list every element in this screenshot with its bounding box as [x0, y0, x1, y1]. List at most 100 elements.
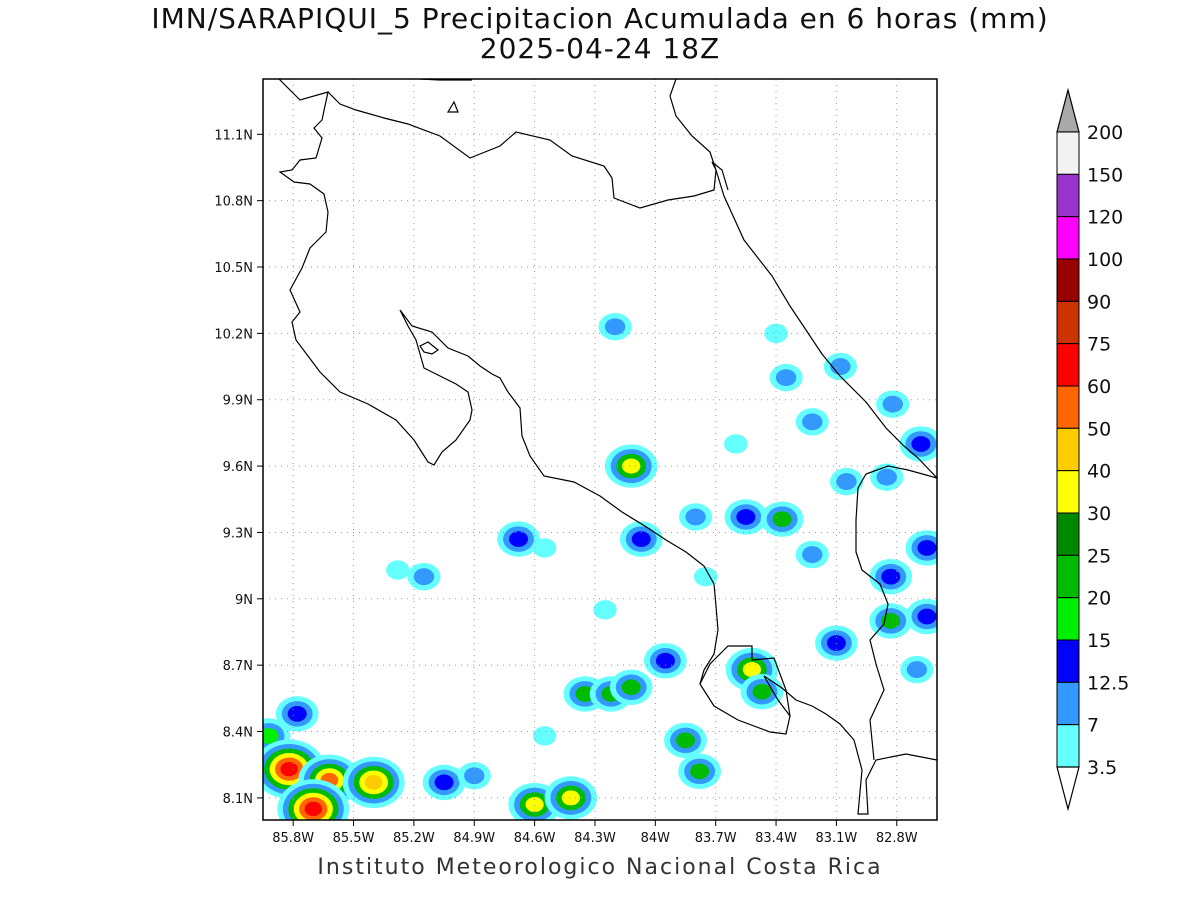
- lon-tick-label: 83.4W: [755, 831, 797, 846]
- legend-label: 60: [1087, 376, 1111, 398]
- precipitation-layer: [263, 313, 937, 820]
- lat-tick-label: 10.5N: [214, 261, 253, 276]
- legend-swatch: [1056, 512, 1080, 556]
- lat-tick-label: 8.1N: [223, 792, 253, 807]
- rain-cell-0-level-2: [263, 728, 279, 744]
- lon-tick-label: 83.7W: [695, 831, 737, 846]
- rain-cell-38-level-1: [876, 468, 897, 486]
- caribbean-coastline: [669, 79, 937, 479]
- rain-cell-28-level-2: [881, 568, 901, 585]
- legend-swatch: [1056, 258, 1080, 302]
- rain-cell-3-level-5: [304, 801, 322, 817]
- legend-swatch: [1056, 724, 1080, 768]
- legend-swatch: [1056, 554, 1080, 599]
- legend-swatch: [1056, 639, 1080, 683]
- lat-tick-label: 9.9N: [223, 394, 253, 409]
- rain-cell-19-level-2: [736, 509, 756, 525]
- rain-cell-40-level-0: [724, 434, 748, 454]
- nicaragua-border: [327, 91, 729, 209]
- lon-tick-label: 85.2W: [393, 831, 435, 846]
- legend-swatch: [1056, 300, 1080, 345]
- legend-swatch: [1056, 681, 1080, 726]
- lat-tick-label: 9.3N: [223, 526, 253, 541]
- lon-tick-label: 82.8W: [876, 831, 918, 846]
- rain-cell-43-level-0: [532, 538, 557, 558]
- lat-tick-label: 8.4N: [223, 726, 253, 741]
- rain-cell-44-level-0: [593, 600, 617, 620]
- rain-cell-15-level-2: [655, 652, 675, 669]
- legend-swatch: [1056, 216, 1080, 260]
- legend-label: 20: [1087, 588, 1111, 610]
- map-frame: [262, 78, 938, 821]
- legend-label: 40: [1087, 461, 1111, 483]
- rain-cell-13-level-2: [676, 732, 696, 749]
- lon-tick-label: 84.9W: [453, 831, 495, 846]
- rain-cell-14-level-2: [690, 763, 710, 780]
- lat-tick-label: 9N: [235, 593, 253, 608]
- lon-tick-label: 83.1W: [815, 831, 857, 846]
- legend-label: 15: [1087, 630, 1111, 652]
- rain-cell-25-level-1: [830, 358, 851, 375]
- rain-cell-42-level-0: [386, 560, 410, 580]
- legend-swatch: [1056, 470, 1080, 514]
- rain-cell-1-level-5: [280, 761, 298, 777]
- color-legend: 200 150 120 100 90 75 60 50 40 30 25 20 15 12.5 7 3.5: [1056, 87, 1129, 812]
- rain-cell-10-level-2: [575, 686, 595, 702]
- rain-cell-35-level-0: [532, 726, 557, 746]
- legend-label: 90: [1087, 291, 1111, 313]
- rain-cell-9-level-3: [561, 790, 580, 806]
- legend-over-triangle: [1056, 87, 1080, 133]
- map-title: IMN/SARAPIQUI_5 Precipitacion Acumulada …: [151, 2, 1049, 35]
- rain-cell-5-level-2: [287, 705, 307, 722]
- lat-tick-label: 10.2N: [214, 327, 253, 342]
- costa-rica-outline: [278, 79, 937, 815]
- rain-cell-36-level-1: [604, 318, 626, 336]
- legend-swatch: [1056, 173, 1080, 218]
- lat-tick-label: 8.7N: [223, 659, 253, 674]
- rain-cell-21-level-2: [631, 531, 651, 547]
- graticule-grid: [263, 79, 937, 820]
- map-axes: 85.8W 85.5W 85.2W 84.9W 84.6W 84.3W 84W 83.7W 83…: [214, 128, 917, 846]
- rain-cell-29-level-2: [917, 540, 937, 556]
- lon-tick-label: 85.5W: [333, 831, 375, 846]
- lat-tick-label: 10.8N: [214, 195, 253, 210]
- lon-tick-label: 84.6W: [514, 831, 556, 846]
- rain-cell-8-level-3: [525, 796, 544, 813]
- rain-cell-30-level-2: [917, 608, 937, 625]
- legend-swatch: [1056, 385, 1080, 429]
- legend-label: 50: [1087, 418, 1111, 440]
- legend-label: 3.5: [1087, 757, 1117, 779]
- rain-cell-23-level-1: [882, 395, 903, 413]
- legend-label: 7: [1087, 715, 1099, 737]
- rain-cell-4-level-4: [364, 775, 383, 790]
- lat-tick-label: 11.1N: [214, 128, 253, 143]
- lat-tick-label: 9.6N: [223, 460, 253, 475]
- rain-cell-46-level-0: [693, 566, 718, 587]
- legend-swatch: [1056, 131, 1080, 175]
- legend-label: 100: [1087, 249, 1123, 271]
- legend-swatch: [1056, 343, 1080, 387]
- map-subtitle: 2025-04-24 18Z: [479, 32, 721, 65]
- peninsula-osa-outline: [699, 645, 791, 717]
- rain-cell-12-level-2: [621, 679, 641, 696]
- legend-swatch: [1056, 427, 1080, 472]
- rain-cell-17-level-2: [752, 683, 772, 700]
- rain-cell-34-level-1: [413, 568, 435, 586]
- legend-label: 75: [1087, 334, 1111, 356]
- rain-cell-39-level-1: [802, 413, 823, 431]
- rain-cell-45-level-1: [802, 546, 823, 563]
- island-outline: [419, 341, 440, 355]
- legend-label: 25: [1087, 545, 1111, 567]
- legend-swatch: [1056, 597, 1080, 641]
- rain-cell-16-level-3: [742, 662, 762, 678]
- legend-label: 200: [1087, 122, 1123, 144]
- rain-cell-22-level-1: [685, 508, 706, 526]
- footer-credit: Instituto Meteorologico Nacional Costa R…: [317, 855, 883, 880]
- rain-cell-20-level-2: [772, 511, 792, 528]
- rain-cell-26-level-1: [775, 369, 797, 387]
- lon-tick-label: 85.8W: [272, 831, 314, 846]
- rain-cell-6-level-2: [434, 774, 454, 791]
- lon-tick-label: 84W: [641, 831, 671, 846]
- legend-label: 120: [1087, 207, 1123, 229]
